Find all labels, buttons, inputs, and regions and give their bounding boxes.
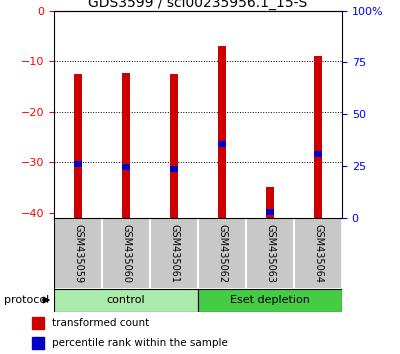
Bar <box>170 166 178 172</box>
Bar <box>122 73 130 218</box>
Bar <box>32 316 44 329</box>
Bar <box>266 187 274 218</box>
Bar <box>198 218 246 289</box>
Bar <box>266 209 274 215</box>
Bar <box>314 56 322 218</box>
Bar <box>122 164 130 170</box>
Bar <box>74 161 82 167</box>
Bar <box>218 46 226 218</box>
Text: transformed count: transformed count <box>52 318 149 327</box>
Bar <box>246 218 294 289</box>
Text: GSM435059: GSM435059 <box>73 223 83 283</box>
Text: GSM435063: GSM435063 <box>265 224 275 282</box>
Bar <box>294 218 342 289</box>
Bar <box>54 289 198 312</box>
Bar <box>314 151 322 157</box>
Text: control: control <box>107 295 145 305</box>
Text: GSM435061: GSM435061 <box>169 224 179 282</box>
Bar <box>54 218 102 289</box>
Text: Eset depletion: Eset depletion <box>230 295 310 305</box>
Bar <box>218 141 226 147</box>
Text: GSM435060: GSM435060 <box>121 224 131 282</box>
Bar <box>102 218 150 289</box>
Title: GDS3599 / scl00235956.1_15-S: GDS3599 / scl00235956.1_15-S <box>88 0 308 10</box>
Text: GSM435064: GSM435064 <box>313 224 323 282</box>
Bar <box>150 218 198 289</box>
Text: GSM435062: GSM435062 <box>217 223 227 283</box>
Bar <box>32 337 44 349</box>
Bar <box>170 74 178 218</box>
Text: protocol: protocol <box>4 295 49 305</box>
Text: percentile rank within the sample: percentile rank within the sample <box>52 338 228 348</box>
Bar <box>74 74 82 218</box>
Bar <box>198 289 342 312</box>
